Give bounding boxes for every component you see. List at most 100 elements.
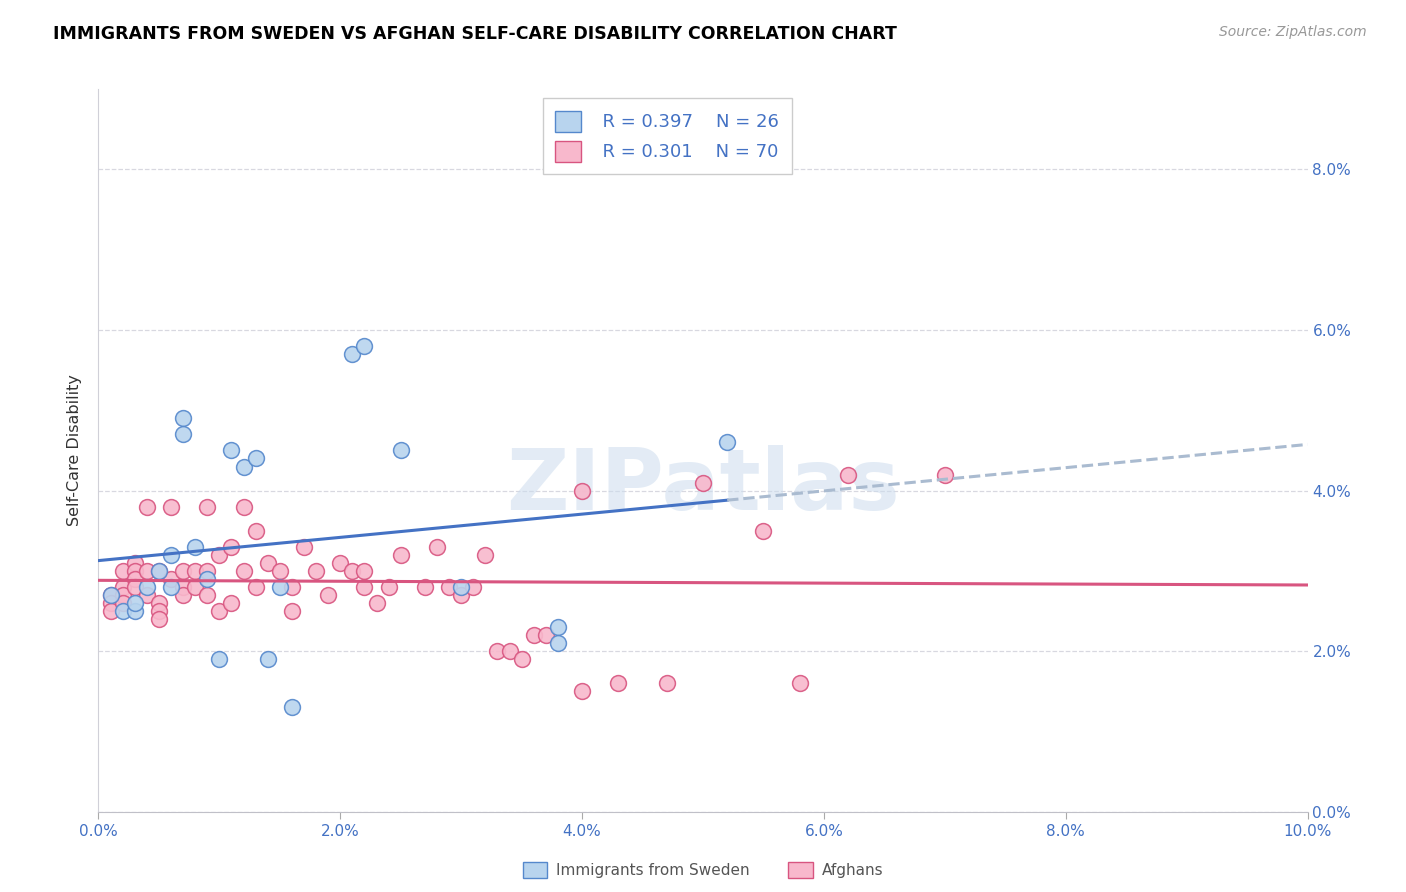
- Point: [221, 596, 243, 610]
- Point: [316, 588, 339, 602]
- Point: [752, 524, 775, 538]
- Point: [124, 572, 146, 586]
- Point: [437, 580, 460, 594]
- Point: [232, 564, 254, 578]
- Point: [221, 443, 243, 458]
- Point: [256, 556, 278, 570]
- Point: [208, 548, 231, 562]
- Text: ZIPatlas: ZIPatlas: [506, 445, 900, 528]
- Point: [342, 347, 364, 361]
- Point: [148, 612, 170, 626]
- Point: [245, 451, 267, 466]
- Point: [245, 580, 267, 594]
- Point: [329, 556, 352, 570]
- Point: [389, 443, 412, 458]
- Point: [245, 524, 267, 538]
- Point: [135, 580, 157, 594]
- Point: [377, 580, 399, 594]
- Point: [474, 548, 496, 562]
- Text: IMMIGRANTS FROM SWEDEN VS AFGHAN SELF-CARE DISABILITY CORRELATION CHART: IMMIGRANTS FROM SWEDEN VS AFGHAN SELF-CA…: [53, 25, 897, 43]
- Point: [124, 596, 146, 610]
- Point: [148, 596, 170, 610]
- Point: [413, 580, 436, 594]
- Y-axis label: Self-Care Disability: Self-Care Disability: [67, 375, 83, 526]
- Point: [172, 580, 194, 594]
- Point: [184, 540, 207, 554]
- Legend: Immigrants from Sweden, Afghans: Immigrants from Sweden, Afghans: [516, 855, 890, 884]
- Point: [269, 580, 291, 594]
- Point: [148, 604, 170, 618]
- Point: [305, 564, 328, 578]
- Point: [232, 459, 254, 474]
- Point: [389, 548, 412, 562]
- Point: [195, 588, 218, 602]
- Point: [208, 604, 231, 618]
- Point: [366, 596, 388, 610]
- Point: [195, 572, 218, 586]
- Point: [160, 548, 183, 562]
- Point: [232, 500, 254, 514]
- Point: [160, 580, 183, 594]
- Point: [281, 604, 304, 618]
- Point: [353, 339, 375, 353]
- Point: [256, 652, 278, 666]
- Point: [463, 580, 485, 594]
- Point: [342, 564, 364, 578]
- Point: [510, 652, 533, 666]
- Point: [607, 676, 630, 690]
- Point: [195, 500, 218, 514]
- Point: [111, 564, 134, 578]
- Point: [498, 644, 520, 658]
- Point: [221, 540, 243, 554]
- Point: [426, 540, 449, 554]
- Point: [208, 652, 231, 666]
- Point: [837, 467, 859, 482]
- Point: [100, 588, 122, 602]
- Point: [100, 588, 122, 602]
- Point: [111, 588, 134, 602]
- Point: [292, 540, 315, 554]
- Point: [148, 564, 170, 578]
- Point: [124, 564, 146, 578]
- Point: [547, 636, 569, 650]
- Point: [111, 604, 134, 618]
- Point: [172, 564, 194, 578]
- Point: [789, 676, 811, 690]
- Point: [124, 604, 146, 618]
- Point: [269, 564, 291, 578]
- Point: [124, 556, 146, 570]
- Point: [571, 483, 593, 498]
- Point: [184, 564, 207, 578]
- Point: [353, 580, 375, 594]
- Point: [523, 628, 546, 642]
- Point: [172, 427, 194, 442]
- Point: [100, 604, 122, 618]
- Point: [450, 588, 472, 602]
- Point: [281, 580, 304, 594]
- Legend:   R = 0.397    N = 26,   R = 0.301    N = 70: R = 0.397 N = 26, R = 0.301 N = 70: [543, 98, 792, 174]
- Point: [135, 500, 157, 514]
- Point: [124, 580, 146, 594]
- Point: [571, 684, 593, 698]
- Point: [184, 580, 207, 594]
- Point: [172, 588, 194, 602]
- Point: [281, 700, 304, 714]
- Point: [716, 435, 738, 450]
- Point: [534, 628, 557, 642]
- Point: [111, 580, 134, 594]
- Point: [111, 596, 134, 610]
- Point: [148, 564, 170, 578]
- Point: [195, 564, 218, 578]
- Point: [135, 588, 157, 602]
- Point: [172, 411, 194, 425]
- Point: [655, 676, 678, 690]
- Text: Source: ZipAtlas.com: Source: ZipAtlas.com: [1219, 25, 1367, 39]
- Point: [486, 644, 509, 658]
- Point: [692, 475, 714, 490]
- Point: [934, 467, 956, 482]
- Point: [160, 572, 183, 586]
- Point: [135, 564, 157, 578]
- Point: [547, 620, 569, 634]
- Point: [160, 500, 183, 514]
- Point: [450, 580, 472, 594]
